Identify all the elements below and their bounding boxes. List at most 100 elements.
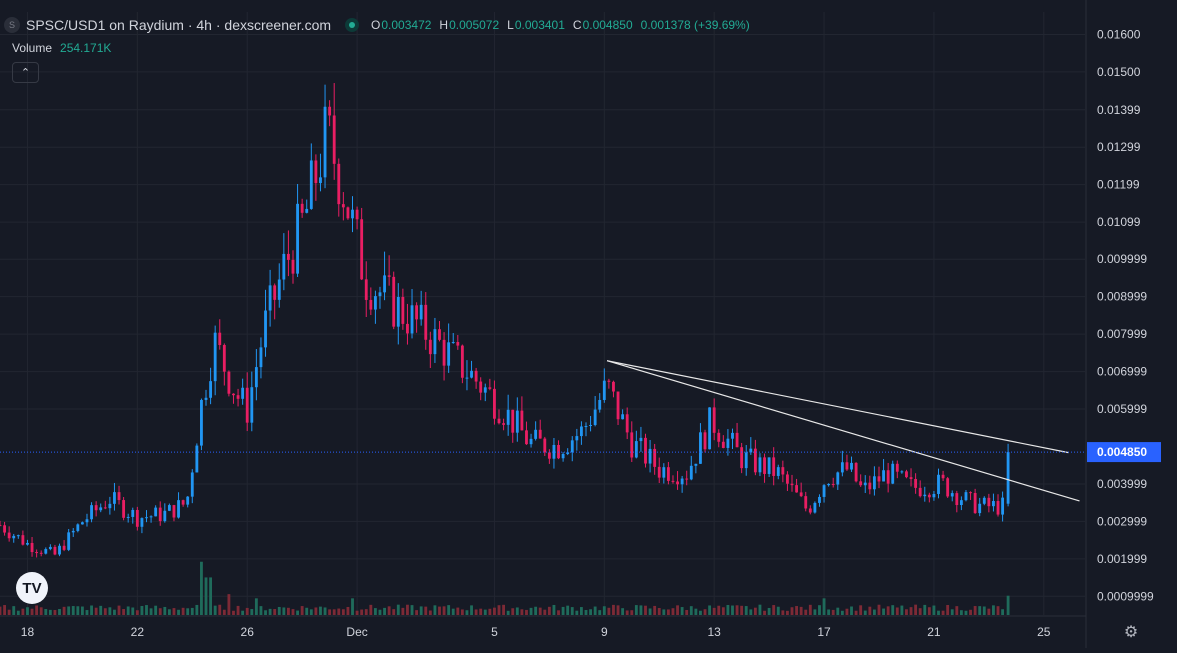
- volume-bar: [200, 561, 203, 615]
- candle-body: [131, 509, 135, 517]
- candle-body: [630, 432, 634, 458]
- candle-body: [735, 432, 739, 448]
- volume-bar: [76, 606, 80, 615]
- volume-bar: [845, 608, 849, 615]
- candle-body: [923, 494, 927, 497]
- candle-body: [99, 507, 103, 511]
- volume-bar: [44, 609, 48, 615]
- candle-body: [154, 507, 158, 517]
- candle-body: [534, 429, 538, 439]
- chart-title[interactable]: SPSC/USD1 on Raydium · 4h · dexscreener.…: [26, 17, 332, 33]
- trendline: [606, 360, 1080, 502]
- ohlc-values: O 0.003472 H 0.005072 L 0.003401 C 0.004…: [371, 18, 758, 32]
- volume-bar: [277, 606, 281, 615]
- time-tick-label: Dec: [346, 625, 367, 639]
- volume-bar: [58, 609, 61, 615]
- candle-body: [62, 545, 66, 550]
- volume-bar: [593, 606, 597, 615]
- candle-body: [699, 432, 702, 464]
- candle-body: [836, 472, 840, 485]
- volume-bar: [241, 610, 245, 615]
- candle-body: [525, 430, 528, 445]
- volume-bar: [71, 606, 75, 615]
- candle-body: [424, 304, 428, 340]
- market-status-icon: [345, 18, 360, 32]
- volume-bar: [213, 605, 217, 615]
- candle-body: [538, 429, 542, 439]
- candle-body: [53, 546, 57, 555]
- candle-body: [392, 276, 396, 327]
- volume-value: 254.171K: [60, 41, 112, 55]
- volume-bar: [264, 610, 267, 615]
- price-tick-label: 0.006999: [1097, 365, 1147, 379]
- price-tick-label: 0.001999: [1097, 552, 1147, 566]
- volume-bar: [90, 605, 93, 615]
- candle-body: [872, 476, 876, 490]
- candle-body: [90, 505, 93, 520]
- candle-body: [767, 457, 771, 474]
- volume-bar: [634, 605, 638, 615]
- volume-bar: [447, 605, 451, 615]
- candle-body: [3, 525, 6, 533]
- candle-body: [108, 503, 112, 509]
- candle-body: [863, 482, 867, 486]
- volume-bar: [273, 609, 277, 615]
- price-tick-label: 0.01299: [1097, 140, 1141, 154]
- volume-bar: [584, 610, 588, 615]
- tradingview-logo-icon[interactable]: TV: [16, 572, 48, 604]
- volume-bar: [117, 605, 121, 615]
- volume-bar: [950, 609, 954, 615]
- candle-body: [676, 481, 679, 485]
- volume-bar: [488, 608, 492, 615]
- candle-body: [982, 497, 986, 504]
- candle-body: [200, 399, 203, 446]
- volume-bar: [103, 608, 107, 615]
- candle-body: [840, 462, 844, 473]
- volume-bar: [113, 609, 116, 615]
- candle-body: [346, 207, 350, 219]
- volume-bar: [7, 609, 11, 615]
- candle-body: [575, 436, 579, 441]
- candle-body: [680, 478, 684, 485]
- candle-body: [763, 457, 766, 474]
- candle-body: [964, 492, 968, 501]
- candle-body: [639, 437, 643, 442]
- volume-bar: [808, 604, 812, 615]
- volume-bar: [35, 605, 39, 615]
- candle-body: [401, 296, 405, 324]
- candle-body: [740, 447, 744, 469]
- gear-icon[interactable]: ⚙: [1123, 624, 1139, 641]
- candle-body: [886, 470, 890, 484]
- volume-bar: [749, 609, 753, 615]
- candle-body: [566, 452, 570, 454]
- volume-bar: [694, 608, 698, 615]
- candle-body: [44, 549, 48, 554]
- candle-body: [227, 371, 231, 394]
- candle-body: [818, 496, 821, 503]
- volume-bar: [918, 608, 922, 615]
- collapse-legend-button[interactable]: ⌃: [12, 62, 39, 83]
- candle-body: [813, 502, 817, 513]
- volume-bar: [364, 609, 368, 615]
- volume-bar: [163, 606, 167, 615]
- candle-body: [286, 253, 290, 260]
- volume-bar: [671, 608, 675, 615]
- volume-bar: [209, 577, 213, 615]
- volume-bar: [978, 606, 982, 615]
- volume-bar: [900, 605, 904, 615]
- volume-bar: [712, 607, 716, 615]
- volume-bar: [222, 609, 226, 615]
- candle-body: [992, 501, 995, 507]
- time-tick-label: 25: [1037, 625, 1051, 639]
- volume-bar: [470, 605, 473, 615]
- volume-bar: [186, 608, 190, 615]
- volume-bar: [676, 605, 679, 615]
- candle-body: [529, 438, 533, 445]
- volume-bar: [818, 605, 821, 615]
- volume-bar: [254, 598, 258, 615]
- volume-bar: [319, 606, 322, 615]
- candle-body: [433, 329, 437, 355]
- candle-body: [703, 432, 707, 450]
